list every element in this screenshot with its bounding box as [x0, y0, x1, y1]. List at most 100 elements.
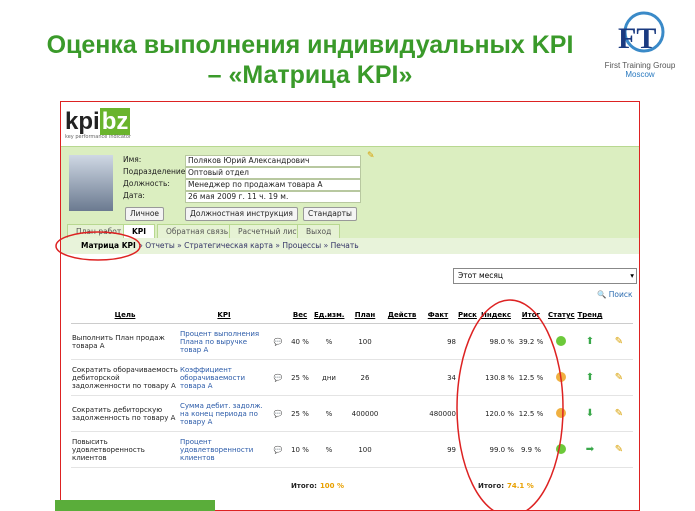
trend-icon: ⬇: [575, 395, 605, 432]
edit-icon[interactable]: ✎: [605, 395, 633, 432]
goal-cell: Сократить дебиторскую задолженность по т…: [71, 395, 179, 432]
slide-title: Оценка выполнения индивидуальных KPI – «М…: [30, 30, 590, 90]
edit-icon[interactable]: ✎: [605, 431, 633, 468]
totals-row: Итого: 100 % Итого: 74.1 %: [71, 468, 633, 504]
crumb-link[interactable]: Стратегическая карта: [184, 241, 273, 250]
actual-cell: [385, 323, 419, 360]
edit-icon[interactable]: ✎: [605, 359, 633, 396]
title-line: – «Матрица KPI»: [207, 61, 413, 89]
risk-cell: [457, 395, 477, 432]
crumb-link[interactable]: Процессы: [282, 241, 322, 250]
title-line: Оценка выполнения индивидуальных KPI: [46, 31, 574, 59]
column-header[interactable]: Цель: [71, 307, 179, 324]
app-screenshot: kpibz key performance indicator Имя: Поля…: [60, 101, 640, 511]
select-value: Этот месяц: [458, 271, 503, 280]
logo-tagline: key performance indicator: [65, 134, 131, 140]
column-header[interactable]: Вес: [287, 307, 313, 324]
risk-cell: [457, 323, 477, 360]
totals-weight: Итого: 100 %: [71, 468, 345, 504]
app-header: kpibz key performance indicator: [61, 102, 639, 146]
kpi-cell[interactable]: Коэффициент оборачиваемости товара А: [179, 359, 269, 396]
status-cell: [547, 323, 575, 360]
app-logo: kpibz: [65, 108, 131, 136]
fact-cell: 34: [419, 359, 457, 396]
index-cell: 99.0 %: [477, 431, 515, 468]
period-select[interactable]: Этот месяц ▾: [453, 268, 637, 284]
column-header: [605, 307, 633, 324]
plan-cell: 100: [345, 431, 385, 468]
search-text: Поиск: [608, 290, 633, 299]
weight-cell: 25 %: [287, 395, 313, 432]
column-header[interactable]: Действ: [385, 307, 419, 324]
tab[interactable]: Обратная связь: [157, 224, 238, 238]
kpi-cell[interactable]: Сумма дебит. задолж. на конец периода по…: [179, 395, 269, 432]
comment-icon: 💬: [269, 323, 287, 360]
crumb-link[interactable]: Отчеты: [145, 241, 175, 250]
column-header[interactable]: Факт: [419, 307, 457, 324]
column-header[interactable]: Итог: [515, 307, 547, 324]
goal-cell: Повысить удовлетворенность клиентов: [71, 431, 179, 468]
kpi-row: Сократить дебиторскую задолженность по т…: [71, 395, 633, 432]
trend-icon: ➡: [575, 431, 605, 468]
column-header[interactable]: Индекс: [477, 307, 515, 324]
field-label: Имя:: [123, 155, 142, 164]
totals-score: Итого: 74.1 %: [477, 468, 575, 504]
logo-mark: FT: [618, 11, 665, 55]
weight-cell: 40 %: [287, 323, 313, 360]
column-header: [269, 307, 287, 324]
tab[interactable]: Выход: [297, 224, 341, 238]
column-header[interactable]: Риск: [457, 307, 477, 324]
kpi-cell[interactable]: Процент удовлетворенности клиентов: [179, 431, 269, 468]
actual-cell: [385, 395, 419, 432]
button[interactable]: Личное: [125, 207, 165, 221]
weight-cell: 25 %: [287, 359, 313, 396]
total-cell: 12.5 %: [515, 359, 547, 396]
plan-cell: 400000: [345, 395, 385, 432]
total-cell: 12.5 %: [515, 395, 547, 432]
kpi-cell[interactable]: Процент выполнения Плана по выручке това…: [179, 323, 269, 360]
trend-icon: ⬆: [575, 359, 605, 396]
status-cell: [547, 359, 575, 396]
risk-cell: [457, 431, 477, 468]
column-header[interactable]: Статус: [547, 307, 575, 324]
status-dot: [556, 443, 566, 454]
plan-cell: 100: [345, 323, 385, 360]
field-label: Дата:: [123, 191, 145, 200]
company-logo: FT First Training Group Moscow: [592, 10, 688, 79]
fact-cell: 480000: [419, 395, 457, 432]
column-header[interactable]: KPI: [179, 307, 269, 324]
actual-cell: [385, 359, 419, 396]
crumb-sep: »: [272, 241, 283, 250]
totals-value: 100 %: [319, 481, 344, 490]
comment-icon: 💬: [269, 359, 287, 396]
button[interactable]: Должностная инструкция: [185, 207, 298, 221]
edit-icon[interactable]: ✎: [605, 323, 633, 360]
goal-cell: Сократить оборачиваемость дебиторской за…: [71, 359, 179, 396]
column-header[interactable]: Тренд: [575, 307, 605, 324]
actual-cell: [385, 431, 419, 468]
search-link[interactable]: 🔍 Поиск: [597, 290, 633, 299]
unit-cell: дни: [313, 359, 345, 396]
user-photo: [69, 155, 113, 211]
trend-icon: ⬆: [575, 323, 605, 360]
button[interactable]: Стандарты: [303, 207, 357, 221]
fact-cell: 98: [419, 323, 457, 360]
column-header[interactable]: План: [345, 307, 385, 324]
status-cell: [547, 431, 575, 468]
crumb-sep: »: [321, 241, 331, 250]
index-cell: 98.0 %: [477, 323, 515, 360]
edit-icon: ✎: [367, 151, 375, 161]
select-arrow: ▾: [630, 271, 634, 280]
tab[interactable]: План работ: [67, 224, 131, 238]
crumb-sep: »: [174, 241, 185, 250]
crumb-link[interactable]: Печать: [330, 241, 359, 250]
profile-panel: Имя: Поляков Юрий Александрович Подразделе…: [61, 146, 639, 239]
crumb-link[interactable]: Матрица KPI: [81, 241, 136, 250]
goal-cell: Выполнить План продаж товара А: [71, 323, 179, 360]
weight-cell: 10 %: [287, 431, 313, 468]
spacer: [345, 468, 477, 504]
column-header[interactable]: Ед.изм.: [313, 307, 345, 324]
comment-icon: 💬: [269, 431, 287, 468]
index-cell: 120.0 %: [477, 395, 515, 432]
tab[interactable]: KPI: [123, 224, 156, 238]
